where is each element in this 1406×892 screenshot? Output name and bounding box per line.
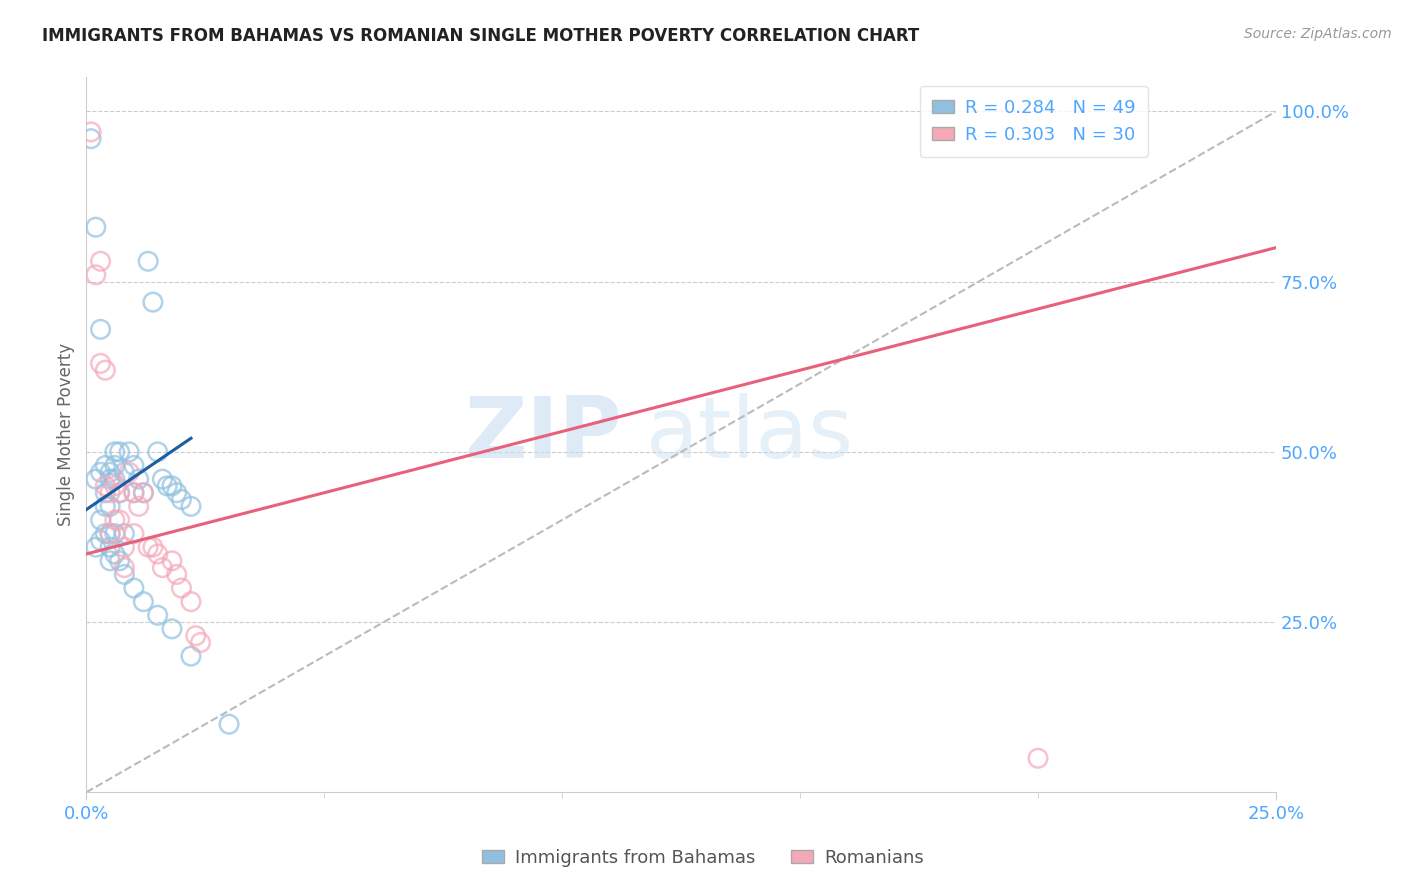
Point [156, 479, 179, 493]
Point [104, 472, 127, 486]
Text: ZIP: ZIP [464, 393, 621, 476]
Point [132, 485, 155, 500]
Point [122, 458, 145, 473]
Point [108, 513, 131, 527]
Text: Source: ZipAtlas.com: Source: ZipAtlas.com [1244, 27, 1392, 41]
Point [80, 132, 103, 146]
Point [94, 479, 117, 493]
Point [80, 125, 103, 139]
Point [184, 629, 207, 643]
Point [98, 485, 121, 500]
Point [98, 465, 121, 479]
Point [112, 465, 135, 479]
Text: atlas: atlas [645, 393, 853, 476]
Point [84, 540, 107, 554]
Point [128, 472, 150, 486]
Point [104, 445, 127, 459]
Point [104, 526, 127, 541]
Point [122, 485, 145, 500]
Point [146, 608, 169, 623]
Point [108, 485, 131, 500]
Point [108, 445, 131, 459]
Text: IMMIGRANTS FROM BAHAMAS VS ROMANIAN SINGLE MOTHER POVERTY CORRELATION CHART: IMMIGRANTS FROM BAHAMAS VS ROMANIAN SING… [42, 27, 920, 45]
Point [152, 472, 174, 486]
Point [94, 458, 117, 473]
Point [108, 554, 131, 568]
Point [1026, 751, 1049, 765]
Point [112, 560, 135, 574]
Point [122, 485, 145, 500]
Point [94, 526, 117, 541]
Point [112, 526, 135, 541]
Point [170, 581, 193, 595]
Point [90, 513, 112, 527]
Point [104, 458, 127, 473]
Point [146, 445, 169, 459]
Point [112, 567, 135, 582]
Point [142, 295, 165, 310]
Point [90, 465, 112, 479]
Point [128, 500, 150, 514]
Point [142, 540, 165, 554]
Point [180, 595, 202, 609]
Point [118, 445, 141, 459]
Point [132, 485, 155, 500]
Point [90, 322, 112, 336]
Legend: R = 0.284   N = 49, R = 0.303   N = 30: R = 0.284 N = 49, R = 0.303 N = 30 [920, 87, 1147, 157]
Point [136, 540, 159, 554]
Point [94, 363, 117, 377]
Y-axis label: Single Mother Poverty: Single Mother Poverty [58, 343, 75, 526]
Point [94, 485, 117, 500]
Point [84, 472, 107, 486]
Point [90, 356, 112, 370]
Point [84, 220, 107, 235]
Point [132, 595, 155, 609]
Point [108, 485, 131, 500]
Point [98, 554, 121, 568]
Point [98, 500, 121, 514]
Point [98, 526, 121, 541]
Point [84, 268, 107, 282]
Point [180, 500, 202, 514]
Point [98, 526, 121, 541]
Point [152, 560, 174, 574]
Point [136, 254, 159, 268]
Point [160, 622, 183, 636]
Point [98, 472, 121, 486]
Point [90, 533, 112, 548]
Point [98, 540, 121, 554]
Point [112, 540, 135, 554]
Point [160, 554, 183, 568]
Point [90, 254, 112, 268]
Point [190, 635, 212, 649]
Point [166, 567, 188, 582]
Point [218, 717, 240, 731]
Legend: Immigrants from Bahamas, Romanians: Immigrants from Bahamas, Romanians [475, 842, 931, 874]
Point [122, 526, 145, 541]
Point [180, 649, 202, 664]
Point [104, 513, 127, 527]
Point [94, 500, 117, 514]
Point [104, 547, 127, 561]
Point [104, 479, 127, 493]
Point [146, 547, 169, 561]
Point [122, 581, 145, 595]
Point [118, 465, 141, 479]
Point [170, 492, 193, 507]
Point [166, 485, 188, 500]
Point [160, 479, 183, 493]
